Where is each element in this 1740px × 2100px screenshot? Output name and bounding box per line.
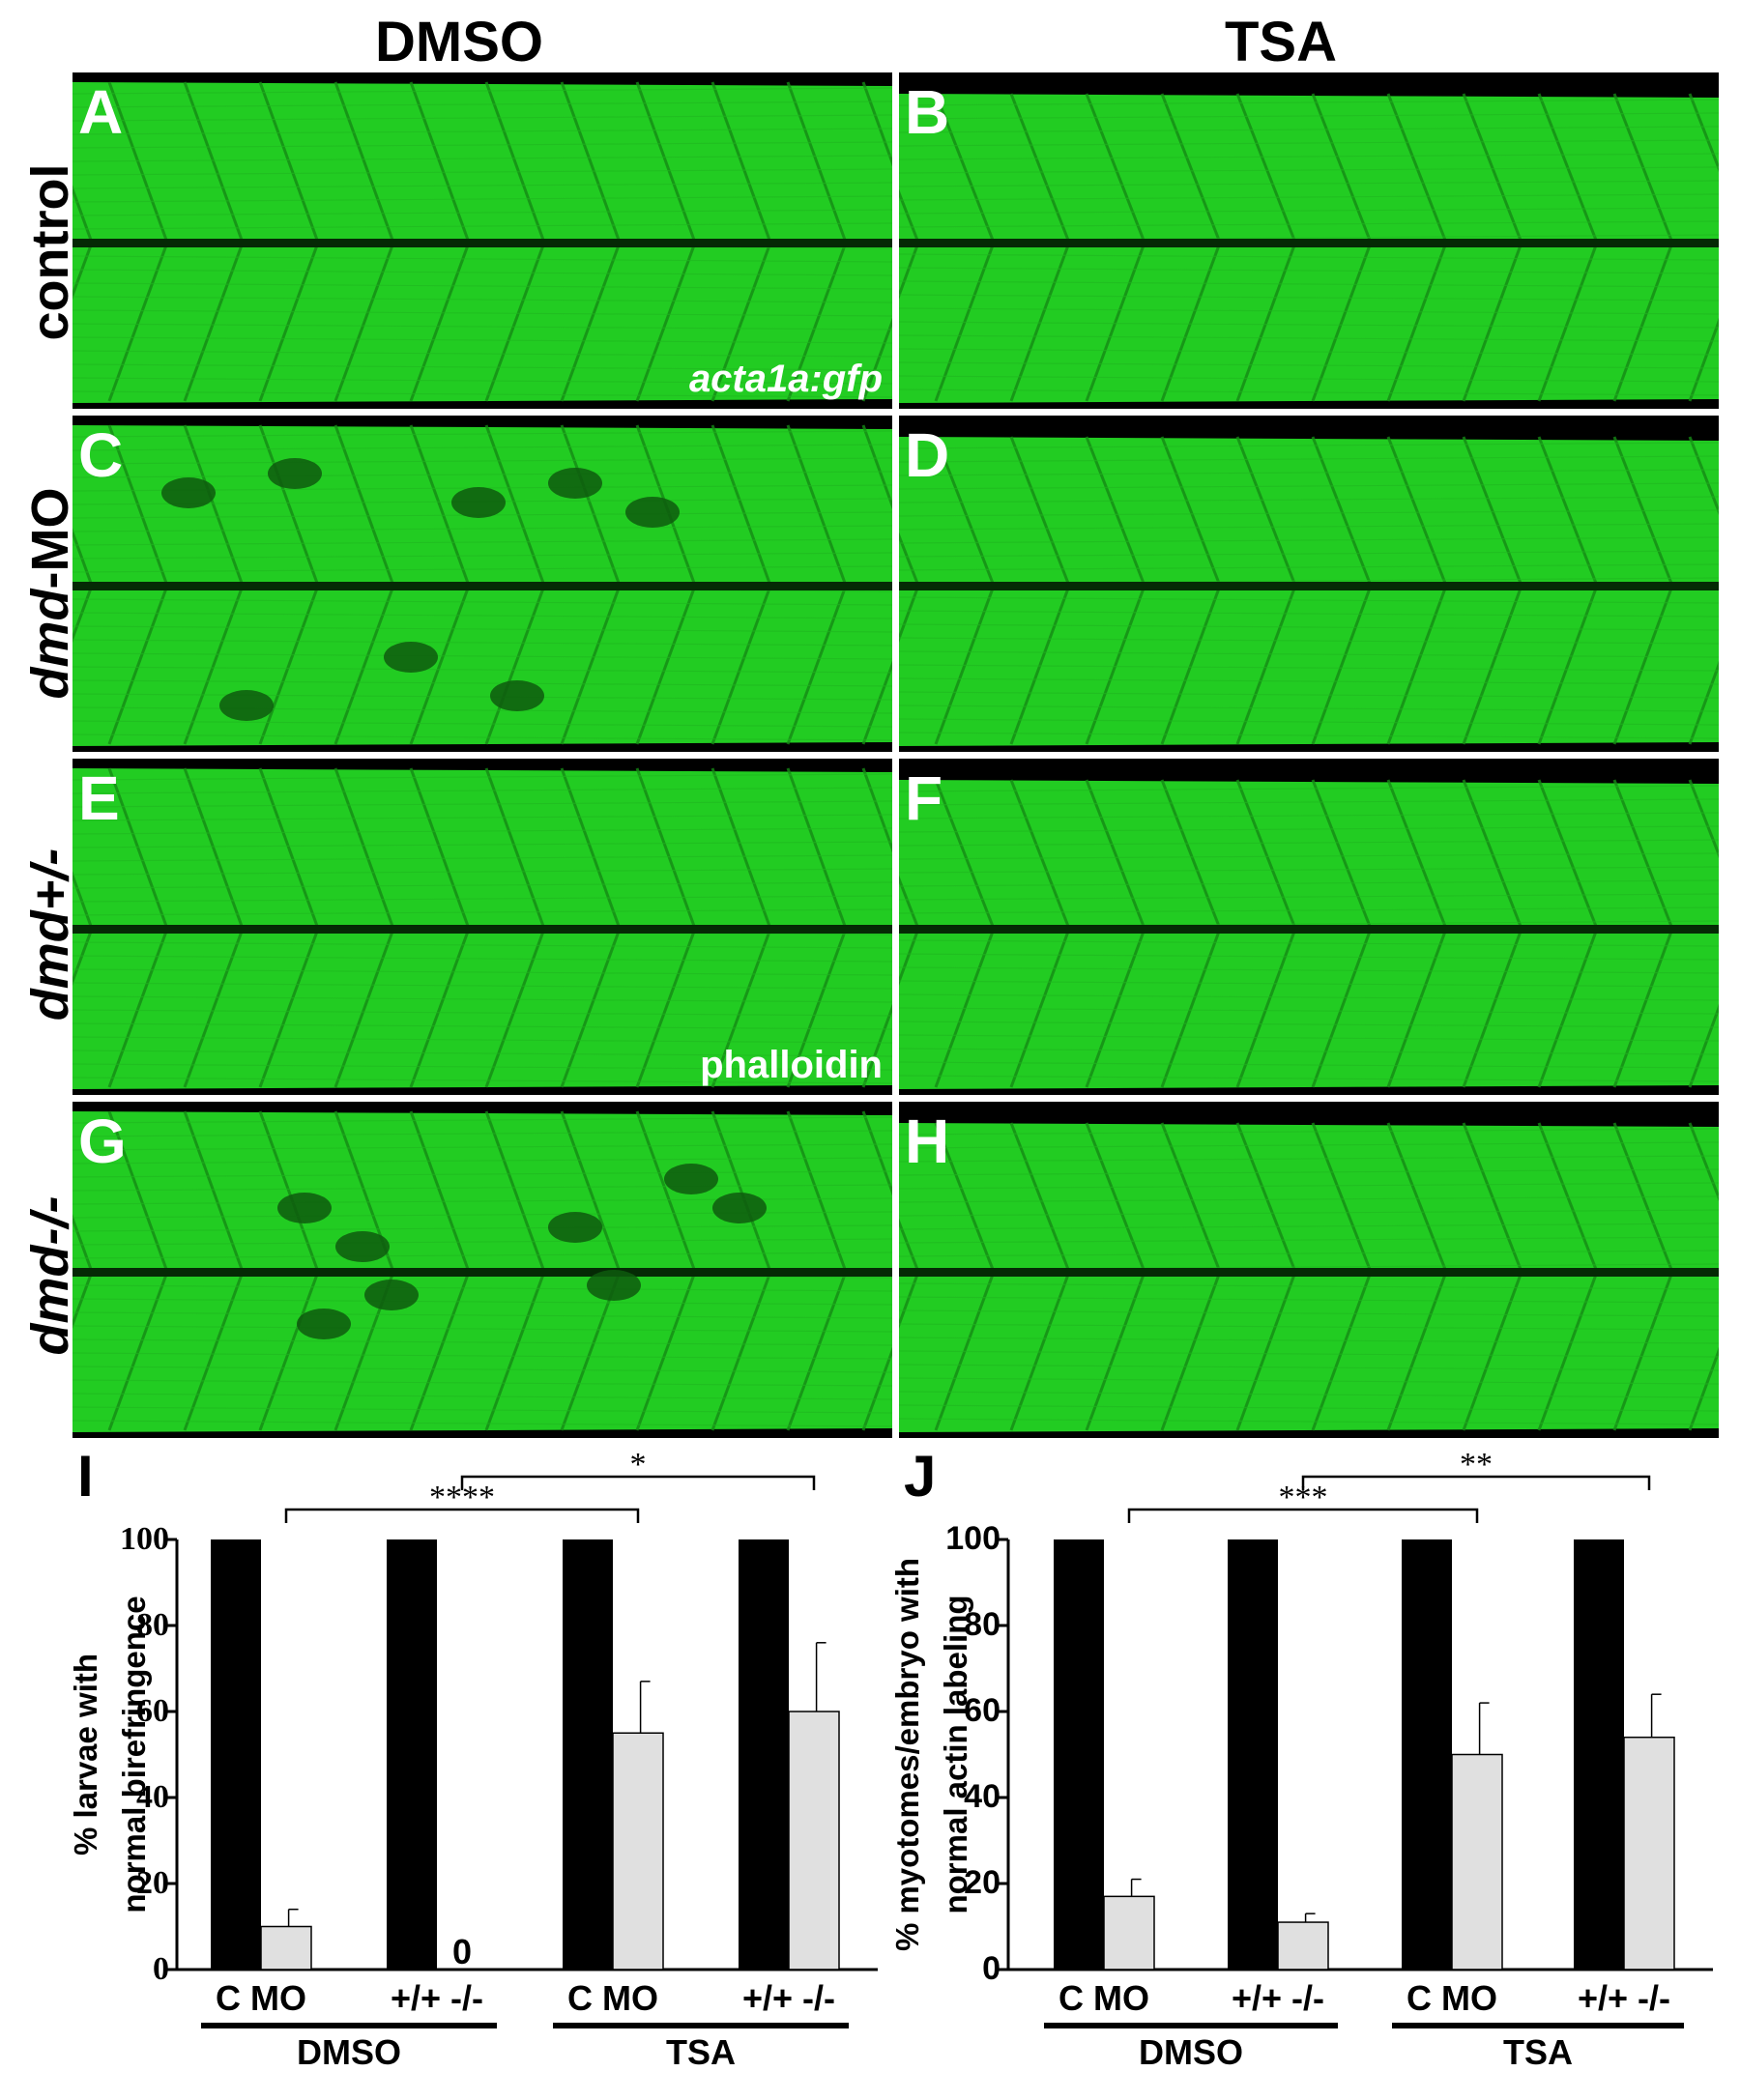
group-underline <box>553 2023 849 2028</box>
significance-bracket <box>460 1475 816 1490</box>
bar-control <box>739 1539 789 1970</box>
panel-label: D <box>905 420 950 490</box>
y-tick-label: 80 <box>136 1607 169 1643</box>
panel-label: F <box>905 763 943 833</box>
bar-control <box>1054 1539 1104 1970</box>
group-label: TSA <box>1503 2032 1573 2072</box>
significance-bracket <box>284 1508 640 1523</box>
y-tick-label: 100 <box>120 1521 169 1557</box>
marker-label: phalloidin <box>700 1044 883 1086</box>
x-category-label: C MO <box>216 1978 306 2018</box>
micrograph-panel-e: E phalloidin <box>72 759 892 1095</box>
bar-treated <box>1277 1921 1329 1971</box>
significance-bracket <box>1301 1475 1651 1490</box>
zero-value-label: 0 <box>452 1932 472 1971</box>
y-tick-label: 80 <box>964 1606 1000 1643</box>
muscle-tissue-image <box>72 767 892 1089</box>
panel-label: A <box>78 77 124 147</box>
group-label: DMSO <box>1139 2032 1243 2072</box>
marker-label: acta1a:gfp <box>688 358 883 400</box>
bar-treated <box>612 1732 664 1971</box>
x-category-label: +/+ -/- <box>742 1978 835 2018</box>
x-category-label: C MO <box>567 1978 658 2018</box>
y-tick-label: 40 <box>964 1778 1000 1815</box>
chart-panel-label: I <box>77 1444 94 1509</box>
bar-treated <box>788 1711 840 1971</box>
significance-stars: * <box>630 1447 647 1482</box>
micrograph-panel-a: A acta1a:gfp <box>72 72 892 409</box>
bar-control <box>211 1539 261 1970</box>
muscle-tissue-image <box>899 1122 1719 1432</box>
y-axis-label: normal actin labeling <box>938 1595 973 1913</box>
bar-control <box>387 1539 437 1970</box>
panel-label: H <box>905 1107 950 1176</box>
muscle-tissue-image <box>899 436 1719 746</box>
group-underline <box>201 2023 497 2028</box>
muscle-tissue-image <box>72 424 892 746</box>
muscle-tissue-image <box>72 81 892 403</box>
chart-panel-label: J <box>904 1444 936 1509</box>
panel-label: B <box>905 77 950 147</box>
x-category-label: +/+ -/- <box>1232 1978 1324 2018</box>
bar-control <box>563 1539 613 1970</box>
column-title-tsa: TSA <box>1225 11 1337 73</box>
bar-treated <box>260 1925 312 1971</box>
y-tick-label: 0 <box>982 1950 1000 1987</box>
bar-control <box>1402 1539 1452 1970</box>
group-underline <box>1044 2023 1338 2028</box>
bar-treated <box>1103 1895 1155 1971</box>
micrograph-panel-b: B <box>899 72 1719 409</box>
group-label: TSA <box>666 2032 736 2072</box>
micrograph-panel-f: F <box>899 759 1719 1095</box>
group-underline <box>1392 2023 1684 2028</box>
y-axis-label: % myotomes/embryo with <box>889 1558 925 1951</box>
bar-control <box>1228 1539 1278 1970</box>
bar-control <box>1574 1539 1624 1970</box>
muscle-tissue-image <box>72 1110 892 1432</box>
micrograph-panel-g: G <box>72 1102 892 1438</box>
x-category-label: +/+ -/- <box>1578 1978 1670 2018</box>
panel-label: E <box>78 763 120 833</box>
y-tick-label: 20 <box>136 1865 169 1901</box>
panel-label: G <box>78 1107 127 1176</box>
y-axis-label: % larvae with <box>68 1654 103 1855</box>
y-tick-label: 40 <box>136 1779 169 1815</box>
x-category-label: C MO <box>1058 1978 1149 2018</box>
y-tick-label: 60 <box>964 1692 1000 1729</box>
x-category-label: C MO <box>1406 1978 1497 2018</box>
muscle-tissue-image <box>899 779 1719 1089</box>
micrograph-panel-d: D <box>899 416 1719 752</box>
y-tick-label: 20 <box>964 1864 1000 1901</box>
significance-bracket <box>1127 1508 1479 1523</box>
y-tick-label: 100 <box>945 1520 1000 1557</box>
y-axis-label: normal birefringence <box>116 1596 152 1913</box>
muscle-tissue-image <box>899 93 1719 403</box>
micrograph-panel-c: C <box>72 416 892 752</box>
panel-label: C <box>78 420 124 490</box>
micrograph-panel-h: H <box>899 1102 1719 1438</box>
bar-treated <box>1451 1753 1503 1971</box>
significance-stars: ** <box>1460 1447 1493 1482</box>
column-title-dmso: DMSO <box>375 11 543 73</box>
y-tick-label: 60 <box>136 1693 169 1729</box>
bar-treated <box>1623 1736 1675 1971</box>
y-tick-label: 0 <box>153 1951 169 1987</box>
group-label: DMSO <box>297 2032 401 2072</box>
x-category-label: +/+ -/- <box>391 1978 483 2018</box>
